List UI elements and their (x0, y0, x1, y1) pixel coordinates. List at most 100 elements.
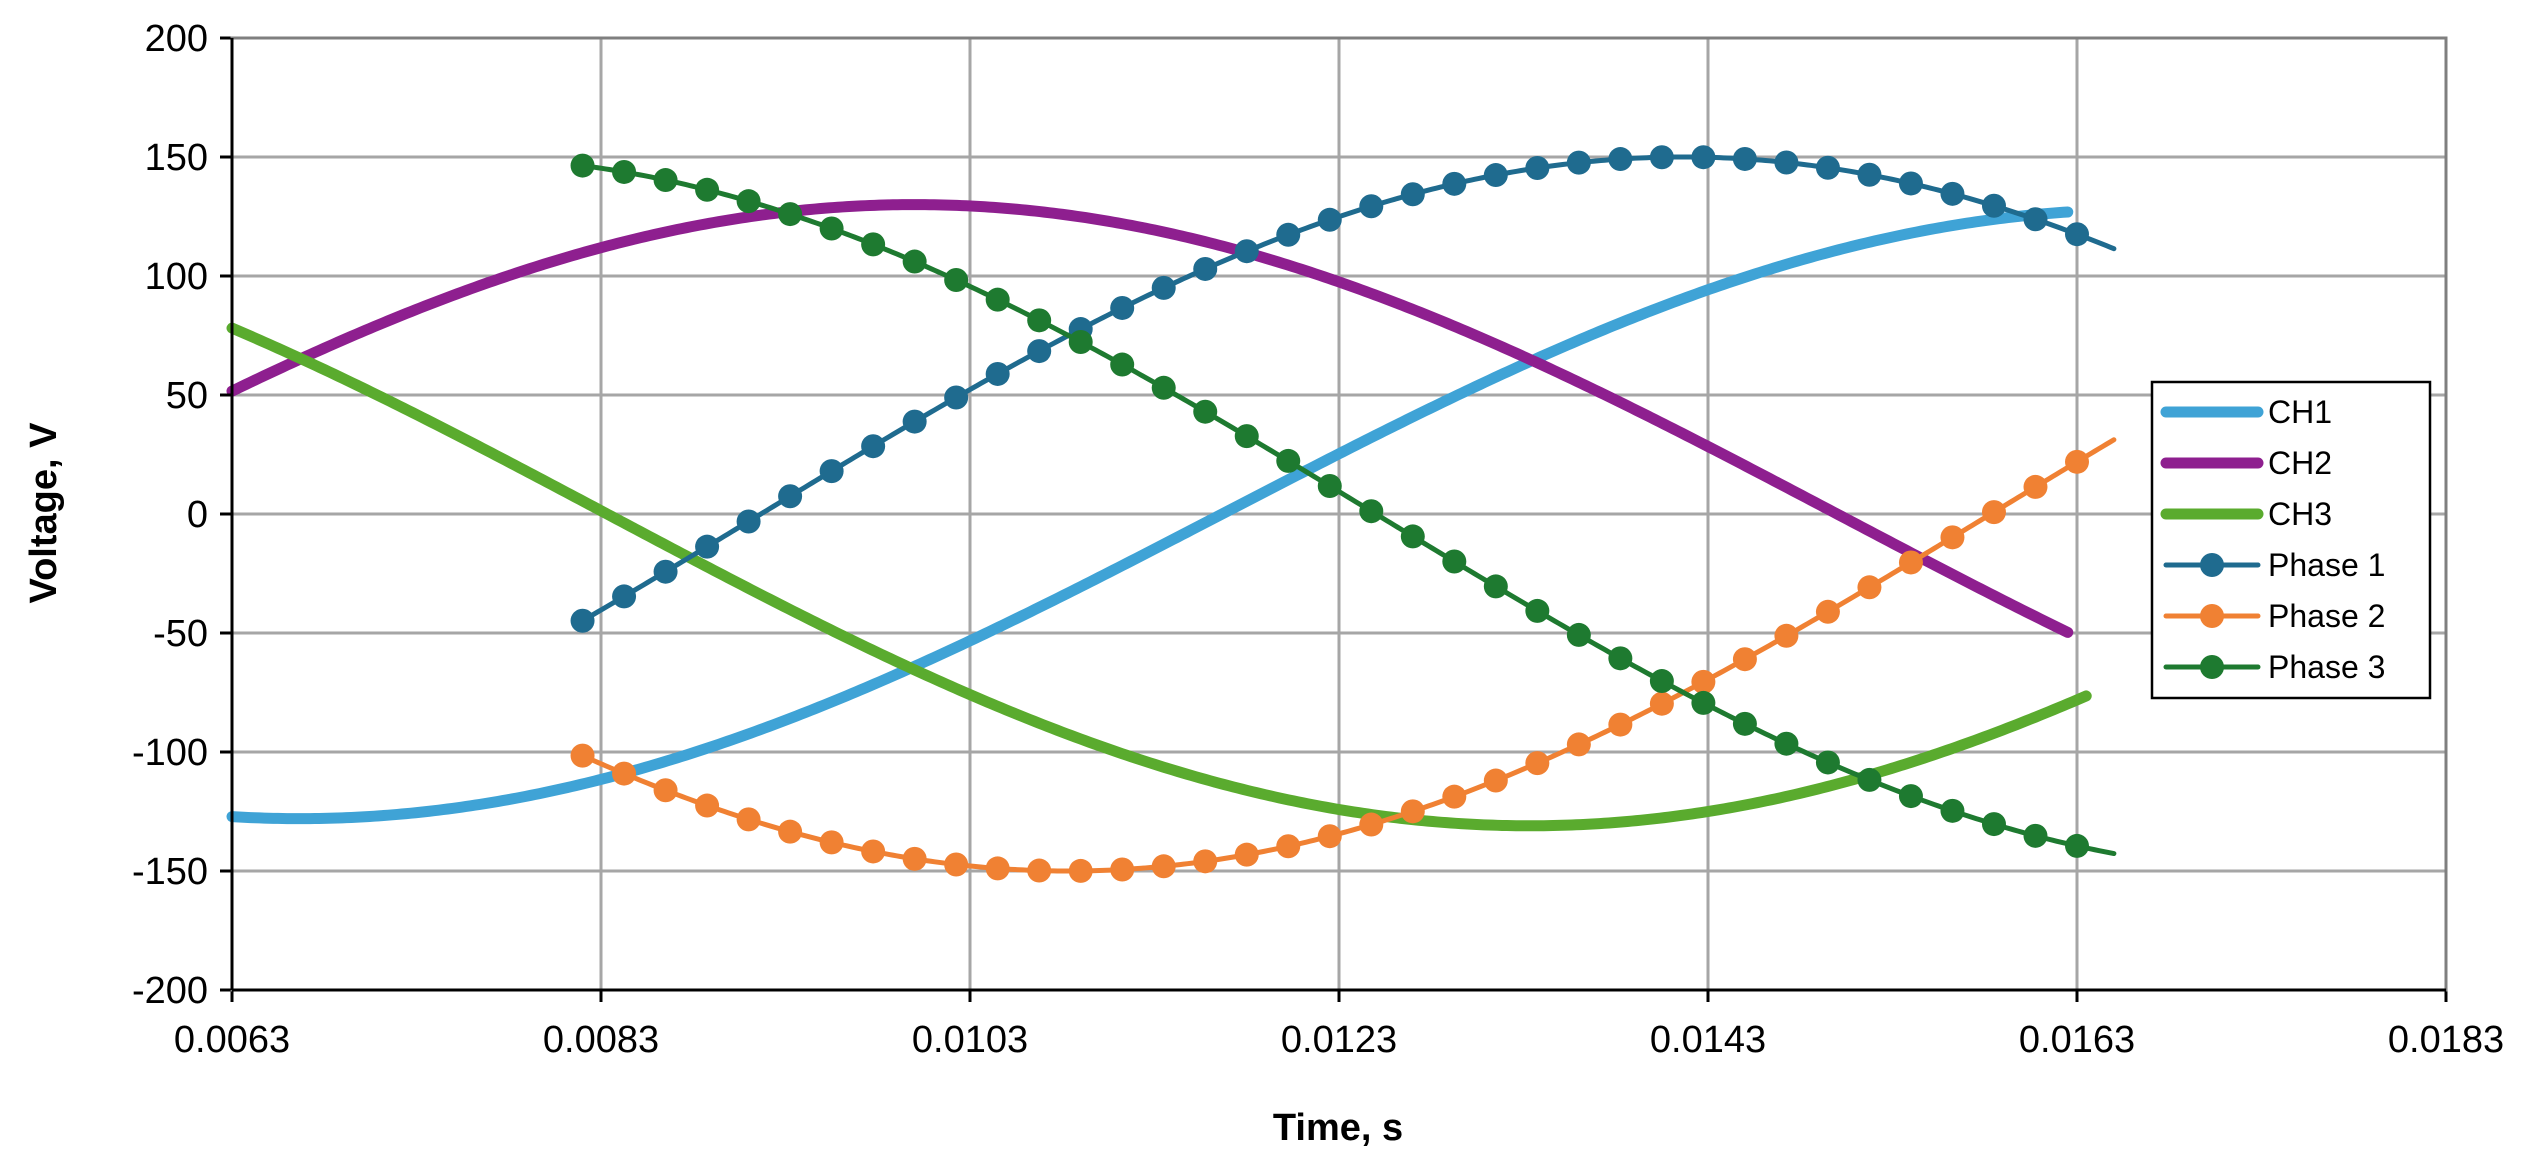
data-point (1400, 524, 1425, 549)
data-point (736, 509, 761, 534)
x-axis-title: Time, s (1273, 1107, 1403, 1149)
data-point (778, 819, 803, 844)
data-point (1691, 145, 1716, 170)
data-point (1649, 145, 1674, 170)
data-point (570, 153, 595, 178)
data-point (736, 189, 761, 214)
data-point (2065, 449, 2089, 474)
data-point (570, 608, 595, 633)
data-point (2023, 823, 2048, 848)
legend-marker (2200, 655, 2224, 679)
data-point (736, 807, 761, 832)
data-point (1857, 767, 1882, 792)
data-point (861, 232, 886, 257)
y-tick-label: 150 (145, 137, 208, 179)
data-point (2065, 222, 2089, 247)
data-point (1483, 163, 1508, 188)
data-point (1193, 399, 1218, 424)
data-point (1815, 750, 1840, 775)
data-point (1317, 824, 1342, 849)
data-point (944, 852, 969, 877)
axes (220, 36, 2448, 1002)
data-point (1732, 647, 1757, 672)
x-tick-label: 0.0063 (174, 1019, 290, 1061)
data-point (1276, 448, 1301, 473)
data-point (612, 159, 637, 184)
data-point (1234, 842, 1259, 867)
legend-item: Phase 1 (2163, 547, 2385, 583)
tick-labels: 0.0063 0.0083 0.0103 0.0123 0.0143 0.0163 0.01… (132, 18, 2504, 1061)
series-phase-2 (570, 437, 2117, 883)
data-point (1857, 162, 1882, 187)
data-point (1525, 598, 1550, 623)
data-point (1898, 784, 1923, 809)
data-point (1276, 222, 1301, 247)
data-point (1774, 150, 1799, 175)
data-point (902, 249, 927, 274)
data-point (1525, 751, 1550, 776)
legend-box (2150, 380, 2432, 700)
x-tick-label: 0.0103 (912, 1019, 1028, 1061)
data-point (985, 361, 1010, 386)
data-point (1649, 669, 1674, 694)
data-point (861, 434, 886, 459)
data-point (1193, 849, 1218, 874)
series-phase-1 (570, 145, 2117, 633)
data-point (1359, 194, 1384, 219)
data-point (1691, 669, 1716, 694)
data-point (1732, 711, 1757, 736)
x-tick-label: 0.0123 (1281, 1019, 1397, 1061)
series-line (226, 322, 2092, 832)
data-point (1317, 473, 1342, 498)
data-point (1608, 147, 1633, 172)
data-point (1442, 171, 1467, 196)
data-point (1608, 646, 1633, 671)
data-point (1691, 690, 1716, 715)
data-point (1151, 375, 1176, 400)
data-point (1774, 731, 1799, 756)
data-point (1027, 858, 1052, 883)
data-point (985, 856, 1010, 881)
data-point (570, 743, 595, 768)
series-line (226, 199, 2074, 638)
data-point (653, 168, 678, 193)
data-point (1732, 146, 1757, 171)
data-point (778, 202, 803, 227)
legend-label: Phase 2 (2268, 598, 2385, 634)
data-point (612, 761, 637, 786)
data-point (1815, 599, 1840, 624)
data-point (1276, 834, 1301, 859)
y-tick-label: 50 (166, 375, 208, 417)
data-point (1234, 424, 1259, 449)
data-point (1483, 574, 1508, 599)
legend-item: CH3 (2160, 496, 2332, 532)
data-point (653, 778, 678, 803)
data-point (902, 846, 927, 871)
series-ch2 (226, 199, 2074, 638)
data-point (1940, 525, 1965, 550)
data-point (1442, 549, 1467, 574)
data-point (2023, 474, 2048, 499)
series-ch1 (226, 206, 2074, 825)
y-tick-label: -50 (153, 613, 208, 655)
series-line (580, 163, 2117, 857)
y-axis-title: Voltage, V (23, 422, 65, 604)
data-point (1940, 181, 1965, 206)
data-point (1898, 171, 1923, 196)
legend-label: CH2 (2268, 445, 2332, 481)
data-point (1151, 854, 1176, 879)
data-point (1068, 858, 1093, 883)
legend-label: CH3 (2268, 496, 2332, 532)
y-tick-label: -150 (132, 851, 208, 893)
y-tick-label: -200 (132, 970, 208, 1012)
data-point (1649, 691, 1674, 716)
legend: CH1 CH2 CH3 Phase 1 Phase 2 Phase 3 (2150, 380, 2432, 700)
data-point (1525, 155, 1550, 180)
data-point (1110, 352, 1135, 377)
legend-item: Phase 2 (2163, 598, 2385, 634)
data-point (1898, 550, 1923, 575)
legend-marker (2200, 604, 2224, 628)
legend-item: CH1 (2160, 394, 2332, 430)
grid (230, 36, 2448, 992)
